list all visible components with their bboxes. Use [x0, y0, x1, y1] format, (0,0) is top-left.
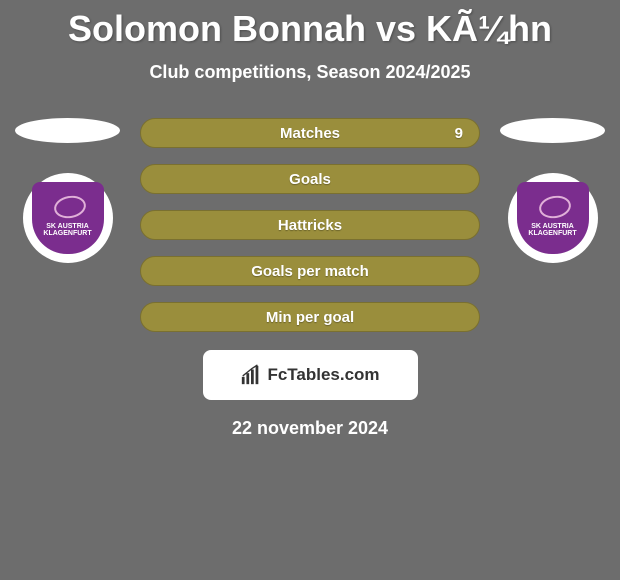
- stat-bar-hattricks: Hattricks: [140, 210, 480, 240]
- player-right-placeholder: [500, 118, 605, 143]
- footer-brand-text: FcTables.com: [267, 365, 379, 385]
- club-badge-right: SK AUSTRIA KLAGENFURT: [508, 173, 598, 263]
- club-inner-right: SK AUSTRIA KLAGENFURT: [517, 182, 589, 254]
- stat-value-matches: 9: [455, 125, 463, 142]
- stat-label-goals: Goals: [289, 171, 331, 188]
- content-row: SK AUSTRIA KLAGENFURT Matches 9 Goals Ha…: [0, 118, 620, 332]
- stat-label-gpm: Goals per match: [251, 263, 369, 280]
- footer-brand-box: FcTables.com: [203, 350, 418, 400]
- stat-bar-goals: Goals: [140, 164, 480, 194]
- stat-bar-mpg: Min per goal: [140, 302, 480, 332]
- player-left-placeholder: [15, 118, 120, 143]
- stats-column: Matches 9 Goals Hattricks Goals per matc…: [140, 118, 480, 332]
- club-badge-left: SK AUSTRIA KLAGENFURT: [23, 173, 113, 263]
- club-name-left: SK AUSTRIA KLAGENFURT: [32, 223, 104, 237]
- stat-bar-gpm: Goals per match: [140, 256, 480, 286]
- stat-label-hattricks: Hattricks: [278, 217, 342, 234]
- season-subtitle: Club competitions, Season 2024/2025: [0, 62, 620, 83]
- stat-label-matches: Matches: [280, 125, 340, 142]
- club-logo-graphic-right: [533, 194, 573, 219]
- chart-icon: [240, 364, 262, 386]
- club-inner-left: SK AUSTRIA KLAGENFURT: [32, 182, 104, 254]
- stat-bar-matches: Matches 9: [140, 118, 480, 148]
- comparison-title: Solomon Bonnah vs KÃ¼hn: [0, 8, 620, 50]
- club-logo-graphic-left: [48, 194, 88, 219]
- club-name-right: SK AUSTRIA KLAGENFURT: [517, 223, 589, 237]
- footer-date: 22 november 2024: [0, 418, 620, 439]
- player-left-column: SK AUSTRIA KLAGENFURT: [15, 118, 120, 263]
- stat-label-mpg: Min per goal: [266, 309, 354, 326]
- player-right-column: SK AUSTRIA KLAGENFURT: [500, 118, 605, 263]
